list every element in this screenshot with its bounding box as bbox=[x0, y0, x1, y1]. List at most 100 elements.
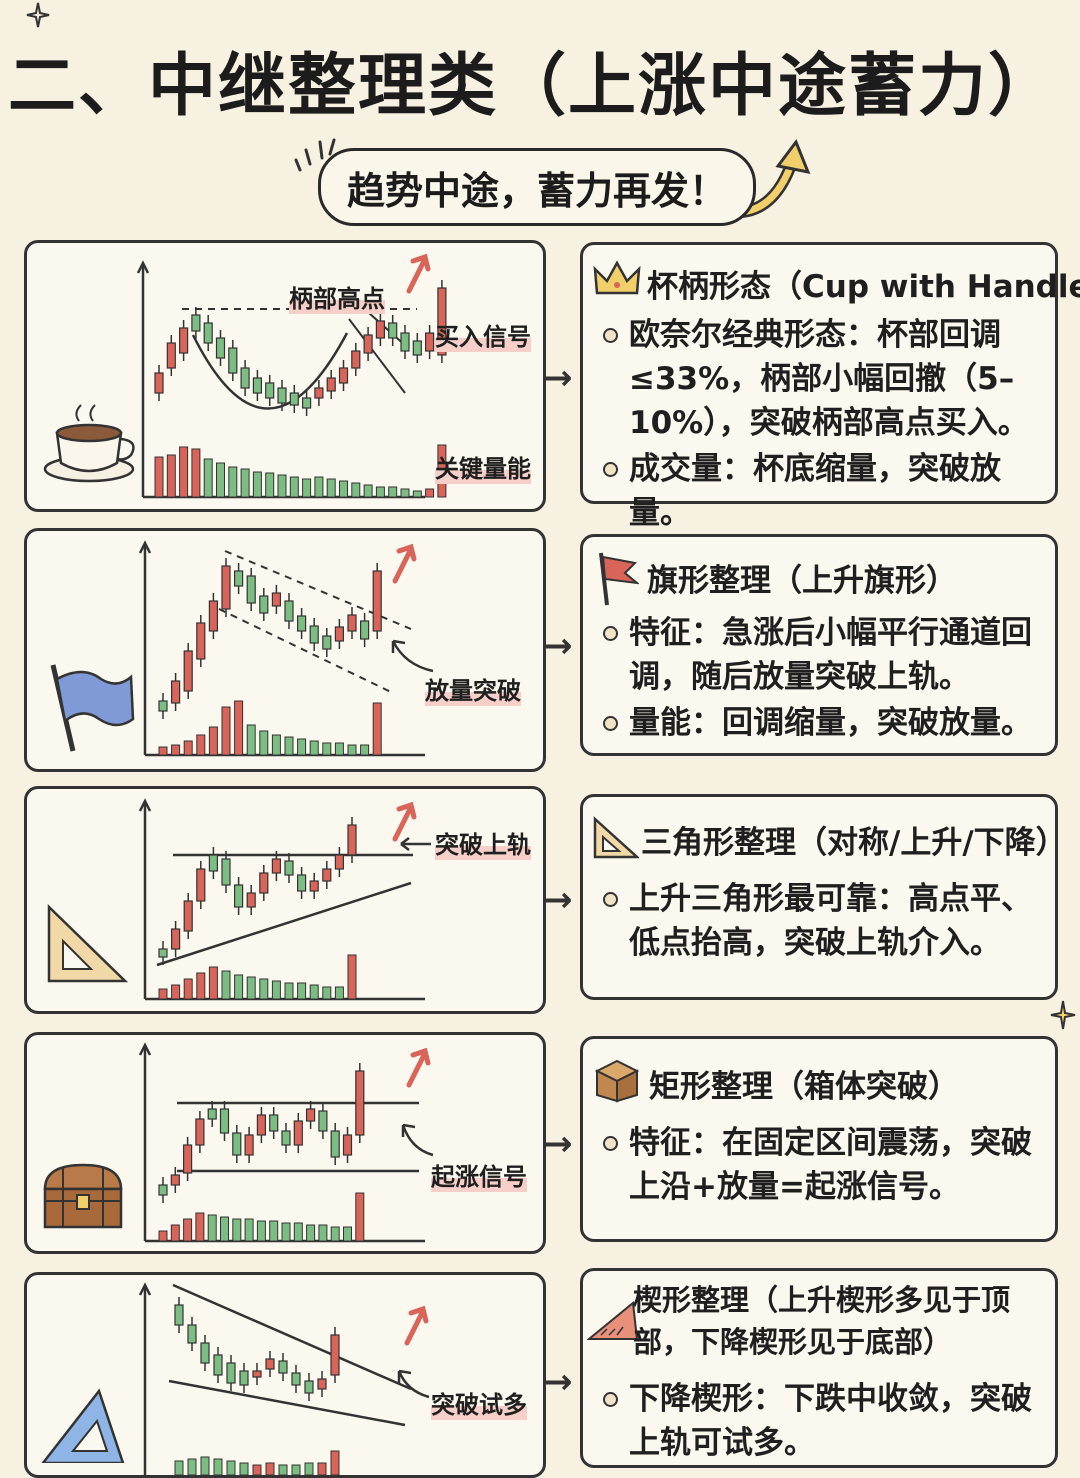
volume-bar bbox=[216, 462, 225, 498]
bullet-item: 上升三角形最可靠：高点平、低点抬高，突破上轨介入。 bbox=[603, 877, 1041, 965]
annotation-buy-signal: 买入信号 bbox=[435, 317, 531, 352]
volume-bar bbox=[278, 1464, 288, 1475]
volume-bar bbox=[171, 744, 181, 756]
volume-bar bbox=[330, 1450, 340, 1475]
candle bbox=[297, 608, 307, 639]
candle bbox=[330, 1123, 340, 1165]
chart-card-flag: 放量突破 bbox=[24, 528, 546, 772]
candle bbox=[326, 370, 336, 399]
candle bbox=[309, 618, 319, 651]
volume-bar bbox=[240, 468, 250, 498]
volume-bar bbox=[183, 978, 193, 1000]
text-card-flag: 旗形整理（上升旗形） 特征：急涨后小幅平行通道回调，随后放量突破上轨。 量能：回… bbox=[580, 534, 1058, 756]
volume-bar bbox=[246, 976, 256, 1000]
candle bbox=[207, 1101, 217, 1127]
candle bbox=[259, 865, 269, 901]
volume-bar bbox=[400, 488, 410, 498]
volume-bar bbox=[309, 740, 319, 756]
candle bbox=[196, 861, 206, 909]
volume-bar bbox=[284, 736, 294, 756]
volume-bar bbox=[252, 471, 262, 498]
volume-bar bbox=[277, 474, 287, 498]
volume-bar bbox=[234, 700, 244, 756]
card-title: 三角形整理（对称/上升/下降） bbox=[641, 825, 1067, 861]
candle bbox=[252, 1363, 262, 1385]
candle bbox=[334, 847, 344, 877]
annotation-handle-high: 柄部高点 bbox=[289, 279, 385, 314]
chart-card-rectangle: 起涨信号 bbox=[24, 1032, 546, 1254]
volume-bar bbox=[360, 744, 370, 756]
candle bbox=[239, 1363, 249, 1393]
candle bbox=[228, 340, 238, 381]
pointer-arrow-icon bbox=[400, 837, 431, 851]
up-arrow-icon bbox=[392, 543, 417, 584]
candle bbox=[170, 1167, 180, 1193]
sparkle-icon bbox=[1050, 1000, 1076, 1030]
candle bbox=[281, 1123, 291, 1153]
card-title: 杯柄形态（Cup with Handle） bbox=[647, 269, 1080, 305]
candle bbox=[278, 1353, 288, 1381]
candle bbox=[269, 1107, 279, 1139]
candle bbox=[183, 643, 193, 699]
candle bbox=[265, 375, 275, 406]
volume-bar bbox=[187, 1458, 197, 1475]
volume-bar bbox=[207, 1214, 217, 1242]
volume-bar bbox=[297, 738, 307, 756]
volume-bar bbox=[306, 1224, 316, 1242]
annotation-key-volume: 关键量能 bbox=[435, 449, 531, 484]
candle bbox=[171, 921, 181, 957]
volume-bar bbox=[269, 1220, 279, 1242]
candle bbox=[226, 1355, 236, 1391]
candle bbox=[232, 1125, 242, 1163]
volume-bar bbox=[246, 724, 256, 756]
candle bbox=[291, 1365, 301, 1393]
candle bbox=[215, 330, 226, 366]
up-arrow-icon bbox=[406, 1047, 431, 1088]
bullet-item: 特征：在固定区间震荡，突破上沿+放量=起涨信号。 bbox=[603, 1121, 1041, 1209]
candle bbox=[360, 613, 370, 647]
curved-pointer-icon bbox=[391, 639, 434, 673]
candle bbox=[388, 315, 398, 346]
coffee-cup-icon bbox=[43, 404, 135, 483]
volume-bar bbox=[265, 1462, 275, 1475]
candle bbox=[166, 335, 176, 376]
candle bbox=[191, 307, 201, 339]
volume-bar bbox=[302, 478, 312, 498]
triangle-ruler-icon bbox=[593, 816, 639, 859]
link-arrow-icon: → bbox=[544, 1362, 573, 1402]
volume-bar bbox=[318, 1224, 328, 1242]
volume-bar bbox=[412, 490, 422, 498]
up-arrow-icon bbox=[406, 253, 431, 294]
candle bbox=[289, 385, 299, 413]
volume-bar bbox=[334, 742, 344, 756]
volume-bar bbox=[170, 1224, 180, 1242]
candle bbox=[372, 563, 382, 639]
candle bbox=[334, 619, 344, 649]
bullet-list: 欧奈尔经典形态：杯部回调≤33%，柄部小幅回撤（5–10%），突破柄部高点买入。… bbox=[603, 313, 1041, 537]
volume-bar bbox=[304, 1462, 314, 1475]
link-arrow-icon: → bbox=[544, 1124, 573, 1164]
candle bbox=[304, 1373, 314, 1401]
volume-bar bbox=[154, 456, 164, 498]
candle bbox=[183, 1137, 193, 1181]
card-title: 楔形整理（上升楔形多见于顶部，下降楔形见于底部） bbox=[633, 1283, 1011, 1359]
text-card-rectangle: 矩形整理（箱体突破） 特征：在固定区间震荡，突破上沿+放量=起涨信号。 bbox=[580, 1036, 1058, 1242]
volume-bar bbox=[208, 726, 218, 756]
treasure-chest-icon bbox=[43, 1163, 123, 1229]
candle bbox=[200, 1335, 210, 1371]
volume-bar bbox=[158, 1230, 168, 1242]
candle bbox=[297, 867, 307, 899]
candle bbox=[246, 885, 256, 915]
candle bbox=[347, 607, 357, 639]
candle bbox=[213, 1347, 223, 1383]
bullet-item: 欧奈尔经典形态：杯部回调≤33%，柄部小幅回撤（5–10%），突破柄部高点买入。 bbox=[603, 313, 1041, 445]
volume-bar bbox=[326, 478, 336, 498]
candle bbox=[219, 1101, 230, 1141]
candle bbox=[302, 390, 312, 416]
volume-bar bbox=[297, 982, 307, 1000]
candle bbox=[330, 1327, 340, 1383]
volume-bar bbox=[171, 984, 181, 1000]
bullet-list: 特征：急涨后小幅平行通道回调，随后放量突破上轨。 量能：回调缩量，突破放量。 bbox=[603, 611, 1041, 747]
volume-bar bbox=[281, 1222, 291, 1242]
volume-bar bbox=[213, 1458, 223, 1475]
